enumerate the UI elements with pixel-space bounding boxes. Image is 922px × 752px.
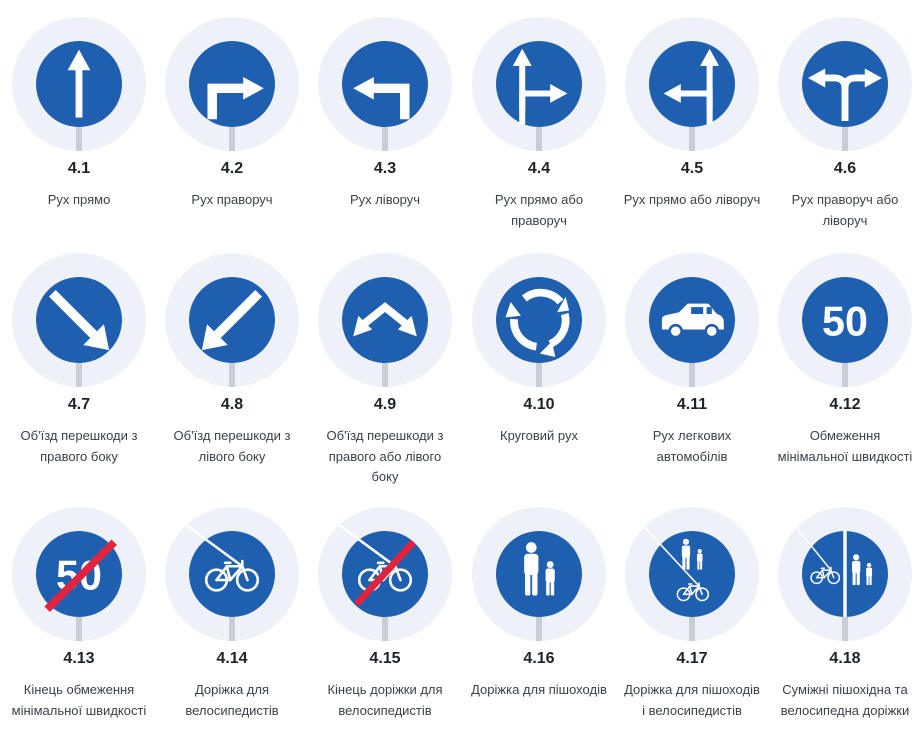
sign-code: 4.11: [676, 396, 708, 413]
arrow-right-left-icon: [778, 17, 912, 151]
sign-card: 4.9 Об'їзд перешкоди з правого або лівого…: [308, 236, 462, 484]
bicycle-icon: [165, 507, 299, 641]
sign-code: 4.1: [67, 160, 91, 177]
arrow-down-left-icon: [165, 253, 299, 387]
sign-code: 4.16: [523, 650, 555, 667]
sign-code: 4.6: [833, 160, 857, 177]
sign-card: 4.10 Круговий рух: [462, 236, 616, 481]
sign-code: 4.5: [680, 160, 704, 177]
sign-code: 4.10: [523, 396, 555, 413]
arrow-down-both-icon: [318, 253, 452, 387]
min-speed-icon: 50: [778, 253, 912, 387]
sign-card: 4.8 Об'їзд перешкоди з лівого боку: [155, 236, 309, 481]
sign-card: 50 4.13 Кінець обмеження мінімальної швид…: [2, 490, 156, 735]
sign-code: 4.7: [67, 396, 91, 413]
sign-name: Доріжка для велосипедистів: [185, 682, 279, 718]
bicycle-end-icon: [318, 507, 452, 641]
sign-card: 4.6 Рух праворуч або ліворуч: [768, 0, 922, 245]
sign-name: Рух праворуч або ліворуч: [791, 192, 899, 228]
arrow-straight-right-icon: [472, 17, 606, 151]
pedestrians-bicycle-icon: [625, 507, 759, 641]
arrow-down-right-icon: [12, 253, 146, 387]
sign-code: 4.14: [216, 650, 248, 667]
sign-code: 4.8: [220, 396, 244, 413]
sign-card: 4.11 Рух легкових автомобілів: [615, 236, 769, 481]
sign-name: Рух праворуч: [191, 192, 273, 207]
pedestrians-icon: [472, 507, 606, 641]
sign-code: 4.17: [676, 650, 708, 667]
sign-card: 4.16 Доріжка для пішоходів: [462, 490, 616, 735]
sign-name: Об'їзд перешкоди з правого боку: [20, 428, 138, 464]
svg-text:50: 50: [822, 298, 868, 344]
sign-code: 4.9: [373, 396, 397, 413]
sign-code: 4.4: [527, 160, 551, 177]
sign-card: 4.18 Суміжні пішохідна та велосипедна дор…: [768, 490, 922, 735]
sign-name: Рух ліворуч: [349, 192, 421, 207]
sign-card: 4.4 Рух прямо або праворуч: [462, 0, 616, 245]
min-speed-end-icon: 50: [12, 507, 146, 641]
sign-name: Рух прямо або ліворуч: [623, 192, 761, 207]
sign-name: Суміжні пішохідна та велосипедна доріжки: [780, 682, 910, 718]
sign-card: 50 4.12 Обмеження мінімальної швидкості: [768, 236, 922, 481]
arrow-straight-left-icon: [625, 17, 759, 151]
sign-code: 4.3: [373, 160, 397, 177]
sign-name: Доріжка для пішоходів: [471, 682, 607, 697]
sign-name: Круговий рух: [500, 428, 578, 443]
sign-name: Кінець доріжки для велосипедистів: [327, 682, 443, 718]
sign-card: 4.15 Кінець доріжки для велосипедистів: [308, 490, 462, 735]
car-icon: [625, 253, 759, 387]
sign-card: 4.7 Об'їзд перешкоди з правого боку: [2, 236, 156, 481]
sign-name: Рух прямо: [47, 192, 111, 207]
sign-code: 4.15: [369, 650, 401, 667]
sign-name: Доріжка для пішоходів і велосипедистів: [624, 682, 760, 718]
sign-name: Обмеження мінімальної швидкості: [777, 428, 913, 464]
sign-code: 4.12: [829, 396, 861, 413]
roundabout-icon: [472, 253, 606, 387]
arrow-right-turn-icon: [165, 17, 299, 151]
sign-name: Рух прямо або праворуч: [494, 192, 584, 228]
sign-card: 4.14 Доріжка для велосипедистів: [155, 490, 309, 735]
sign-code: 4.13: [63, 650, 95, 667]
sign-name: Об'їзд перешкоди з правого або лівого бо…: [326, 428, 444, 484]
arrow-straight-icon: [12, 17, 146, 151]
split-path-icon: [778, 507, 912, 641]
sign-card: 4.17 Доріжка для пішоходів і велосипедист…: [615, 490, 769, 735]
sign-name: Кінець обмеження мінімальної швидкості: [11, 682, 147, 718]
sign-card: 4.2 Рух праворуч: [155, 0, 309, 245]
arrow-left-turn-icon: [318, 17, 452, 151]
sign-card: 4.5 Рух прямо або ліворуч: [615, 0, 769, 245]
sign-code: 4.2: [220, 160, 244, 177]
sign-card: 4.3 Рух ліворуч: [308, 0, 462, 245]
sign-card: 4.1 Рух прямо: [2, 0, 156, 245]
sign-code: 4.18: [829, 650, 861, 667]
sign-name: Об'їзд перешкоди з лівого боку: [173, 428, 291, 464]
sign-name: Рух легкових автомобілів: [652, 428, 732, 464]
